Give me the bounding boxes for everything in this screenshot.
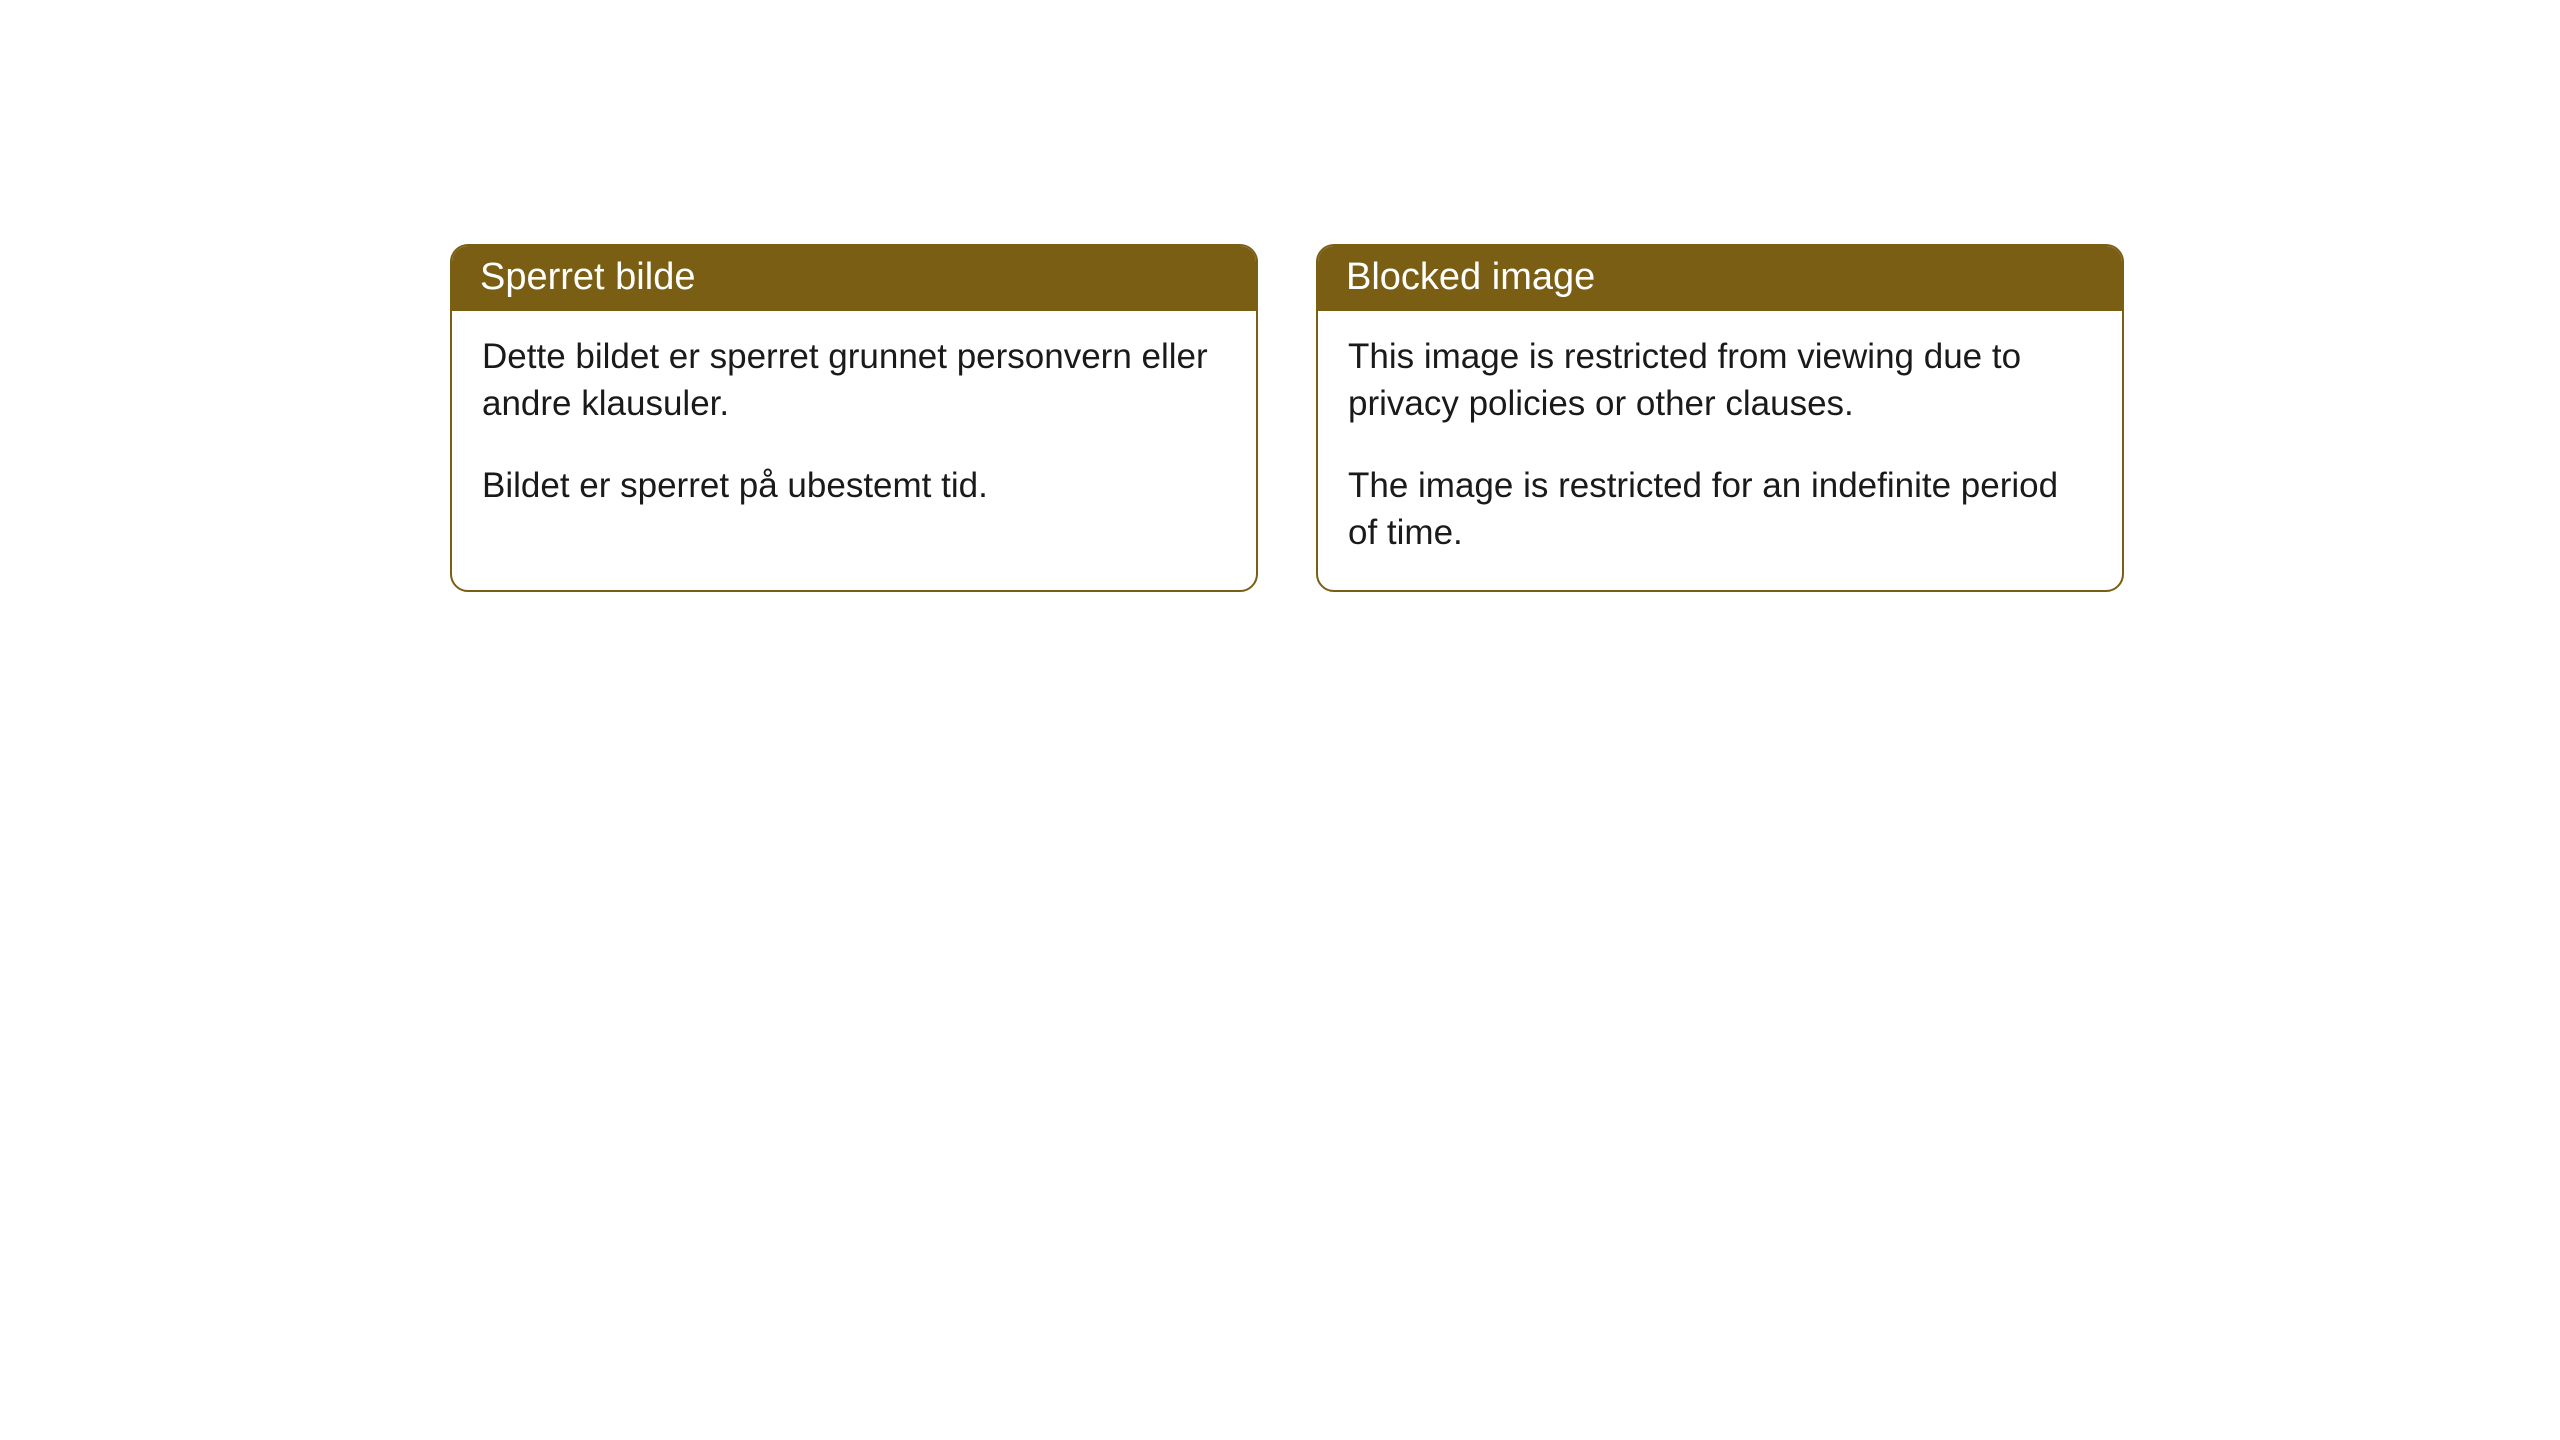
card-header: Sperret bilde: [452, 246, 1256, 311]
notice-paragraph-2: Bildet er sperret på ubestemt tid.: [482, 462, 1226, 509]
card-body: Dette bildet er sperret grunnet personve…: [452, 311, 1256, 590]
card-header: Blocked image: [1318, 246, 2122, 311]
notice-paragraph-1: Dette bildet er sperret grunnet personve…: [482, 333, 1226, 428]
notice-card-norwegian: Sperret bilde Dette bildet er sperret gr…: [450, 244, 1258, 592]
notice-paragraph-2: The image is restricted for an indefinit…: [1348, 462, 2092, 557]
card-title: Sperret bilde: [480, 256, 695, 298]
notice-card-english: Blocked image This image is restricted f…: [1316, 244, 2124, 592]
notice-container: Sperret bilde Dette bildet er sperret gr…: [450, 244, 2124, 592]
notice-paragraph-1: This image is restricted from viewing du…: [1348, 333, 2092, 428]
card-body: This image is restricted from viewing du…: [1318, 311, 2122, 590]
card-title: Blocked image: [1346, 256, 1595, 298]
